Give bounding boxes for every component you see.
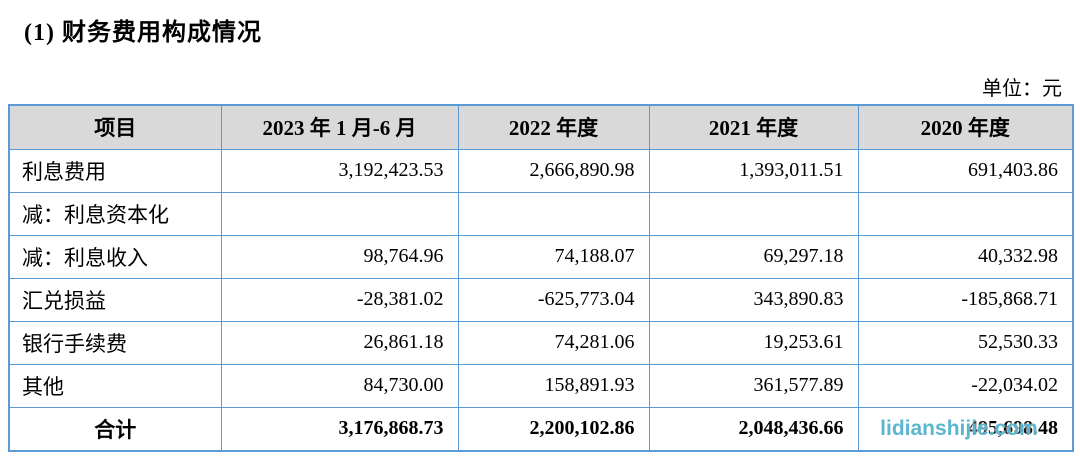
cell-value: 343,890.83 bbox=[648, 277, 859, 322]
table-header-row: 项目 2023 年 1 月-6 月 2022 年度 2021 年度 2020 年… bbox=[8, 104, 1074, 150]
cell-value: 40,332.98 bbox=[857, 234, 1074, 279]
table-row-other: 其他 84,730.00 158,891.93 361,577.89 -22,0… bbox=[8, 363, 1074, 408]
header-2022: 2022 年度 bbox=[457, 104, 650, 150]
row-label: 利息费用 bbox=[8, 148, 222, 193]
cell-value: 74,281.06 bbox=[457, 320, 650, 365]
cell-value: 2,666,890.98 bbox=[457, 148, 650, 193]
table-row-less-interest-income: 减：利息收入 98,764.96 74,188.07 69,297.18 40,… bbox=[8, 234, 1074, 279]
cell-value bbox=[220, 191, 459, 236]
cell-value: 158,891.93 bbox=[457, 363, 650, 408]
header-2021: 2021 年度 bbox=[648, 104, 859, 150]
cell-value: 3,176,868.73 bbox=[220, 406, 459, 452]
row-label: 合计 bbox=[8, 406, 222, 452]
cell-value: 98,764.96 bbox=[220, 234, 459, 279]
cell-value: 74,188.07 bbox=[457, 234, 650, 279]
cell-value: 2,048,436.66 bbox=[648, 406, 859, 452]
financial-expense-table: 项目 2023 年 1 月-6 月 2022 年度 2021 年度 2020 年… bbox=[8, 104, 1074, 452]
cell-value bbox=[648, 191, 859, 236]
cell-value: -625,773.04 bbox=[457, 277, 650, 322]
cell-value: 1,393,011.51 bbox=[648, 148, 859, 193]
row-label: 减：利息收入 bbox=[8, 234, 222, 279]
row-label: 减：利息资本化 bbox=[8, 191, 222, 236]
cell-value: -22,034.02 bbox=[857, 363, 1074, 408]
cell-value: 495,698.48 bbox=[968, 417, 1058, 440]
header-2020: 2020 年度 bbox=[857, 104, 1074, 150]
cell-value-with-watermark: 495,698.48 lidianshijie.com bbox=[857, 406, 1074, 452]
cell-value: 19,253.61 bbox=[648, 320, 859, 365]
cell-value: 691,403.86 bbox=[857, 148, 1074, 193]
row-label: 银行手续费 bbox=[8, 320, 222, 365]
section-title: (1) 财务费用构成情况 bbox=[24, 20, 262, 46]
cell-value bbox=[457, 191, 650, 236]
table-row-total: 合计 3,176,868.73 2,200,102.86 2,048,436.6… bbox=[8, 406, 1074, 452]
table-row-interest-expense: 利息费用 3,192,423.53 2,666,890.98 1,393,011… bbox=[8, 148, 1074, 193]
cell-value: 3,192,423.53 bbox=[220, 148, 459, 193]
cell-value: 84,730.00 bbox=[220, 363, 459, 408]
cell-value bbox=[857, 191, 1074, 236]
table-row-bank-charges: 银行手续费 26,861.18 74,281.06 19,253.61 52,5… bbox=[8, 320, 1074, 365]
cell-value: -185,868.71 bbox=[857, 277, 1074, 322]
cell-value: -28,381.02 bbox=[220, 277, 459, 322]
cell-value: 361,577.89 bbox=[648, 363, 859, 408]
row-label: 其他 bbox=[8, 363, 222, 408]
table-row-less-capitalized-interest: 减：利息资本化 bbox=[8, 191, 1074, 236]
row-label: 汇兑损益 bbox=[8, 277, 222, 322]
cell-value: 52,530.33 bbox=[857, 320, 1074, 365]
unit-label: 单位：元 bbox=[982, 78, 1062, 100]
cell-value: 26,861.18 bbox=[220, 320, 459, 365]
header-item: 项目 bbox=[8, 104, 222, 150]
cell-value: 69,297.18 bbox=[648, 234, 859, 279]
header-2023h1: 2023 年 1 月-6 月 bbox=[220, 104, 459, 150]
table-row-exchange-gain-loss: 汇兑损益 -28,381.02 -625,773.04 343,890.83 -… bbox=[8, 277, 1074, 322]
cell-value: 2,200,102.86 bbox=[457, 406, 650, 452]
